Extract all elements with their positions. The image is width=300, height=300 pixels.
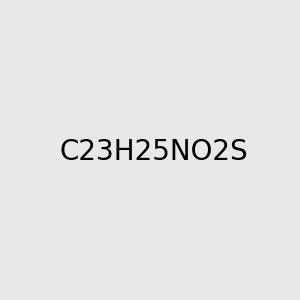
Text: C23H25NO2S: C23H25NO2S — [59, 137, 248, 166]
